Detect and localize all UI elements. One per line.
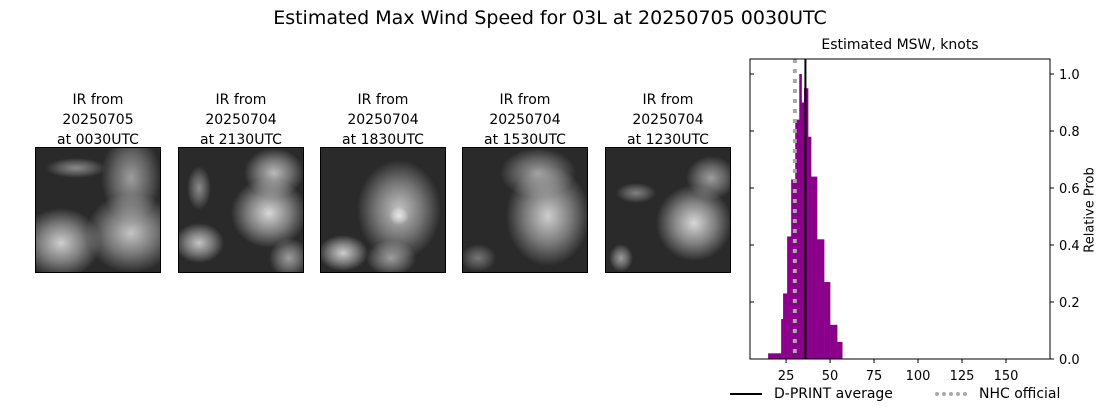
- x-tick-label: 25: [778, 369, 795, 384]
- histogram-bar: [808, 136, 812, 359]
- legend-label-dprint: D-PRINT average: [774, 386, 893, 402]
- figure-title: Estimated Max Wind Speed for 03L at 2025…: [273, 7, 827, 29]
- ir-satellite-image: [35, 147, 161, 273]
- ir-panel: IR from 20250704 at 1830UTC: [320, 90, 446, 273]
- ir-panel-caption: IR from 20250705 at 0030UTC: [57, 92, 139, 148]
- x-tick-label: 100: [906, 369, 931, 384]
- ir-satellite-image: [462, 147, 588, 273]
- histogram-bar: [837, 341, 843, 359]
- y-tick-label: 0.2: [1059, 296, 1080, 311]
- x-tick-label: 50: [822, 369, 839, 384]
- histogram-bar: [811, 176, 818, 359]
- ir-panel-caption: IR from 20250704 at 2130UTC: [200, 92, 282, 148]
- y-tick-label: 0.0: [1059, 353, 1080, 368]
- histogram-bar: [817, 239, 825, 359]
- y-axis-label: Relative Prob: [1082, 167, 1098, 253]
- histogram-bar: [787, 236, 792, 359]
- legend-label-nhc: NHC official: [979, 386, 1061, 402]
- ir-panel: IR from 20250705 at 0030UTC: [35, 90, 161, 273]
- dotted-line-icon: [935, 392, 967, 396]
- chart-title: Estimated MSW, knots: [821, 37, 979, 53]
- x-tick-label: 150: [994, 369, 1019, 384]
- x-tick-label: 125: [950, 369, 975, 384]
- histogram-bar: [783, 293, 788, 359]
- ir-satellite-image: [178, 147, 304, 273]
- ir-panel: IR from 20250704 at 1530UTC: [462, 90, 588, 273]
- ir-satellite-image: [320, 147, 446, 273]
- ir-panel-caption: IR from 20250704 at 1530UTC: [484, 92, 566, 148]
- histogram-bar: [801, 102, 805, 359]
- histogram-bar: [799, 74, 802, 359]
- ir-panel-caption: IR from 20250704 at 1230UTC: [627, 92, 709, 148]
- histogram-bar: [795, 119, 800, 359]
- histogram-bar: [830, 324, 838, 359]
- histogram-bar: [768, 353, 782, 359]
- solid-line-icon: [730, 393, 762, 395]
- histogram-bar: [781, 319, 784, 359]
- y-tick-label: 1.0: [1059, 68, 1080, 83]
- ir-panel: IR from 20250704 at 2130UTC: [178, 90, 304, 273]
- plot-frame: [749, 58, 1051, 360]
- x-tick-label: 75: [866, 369, 883, 384]
- histogram-bar: [824, 282, 831, 359]
- ir-panel-caption: IR from 20250704 at 1830UTC: [342, 92, 424, 148]
- y-tick-label: 0.8: [1059, 125, 1080, 140]
- y-tick-label: 0.6: [1059, 182, 1080, 197]
- legend-item-dprint: D-PRINT average: [730, 386, 893, 402]
- legend-item-nhc: NHC official: [935, 386, 1060, 402]
- ir-satellite-image: [605, 147, 731, 273]
- ir-panel: IR from 20250704 at 1230UTC: [605, 90, 731, 273]
- y-tick-label: 0.4: [1059, 239, 1080, 254]
